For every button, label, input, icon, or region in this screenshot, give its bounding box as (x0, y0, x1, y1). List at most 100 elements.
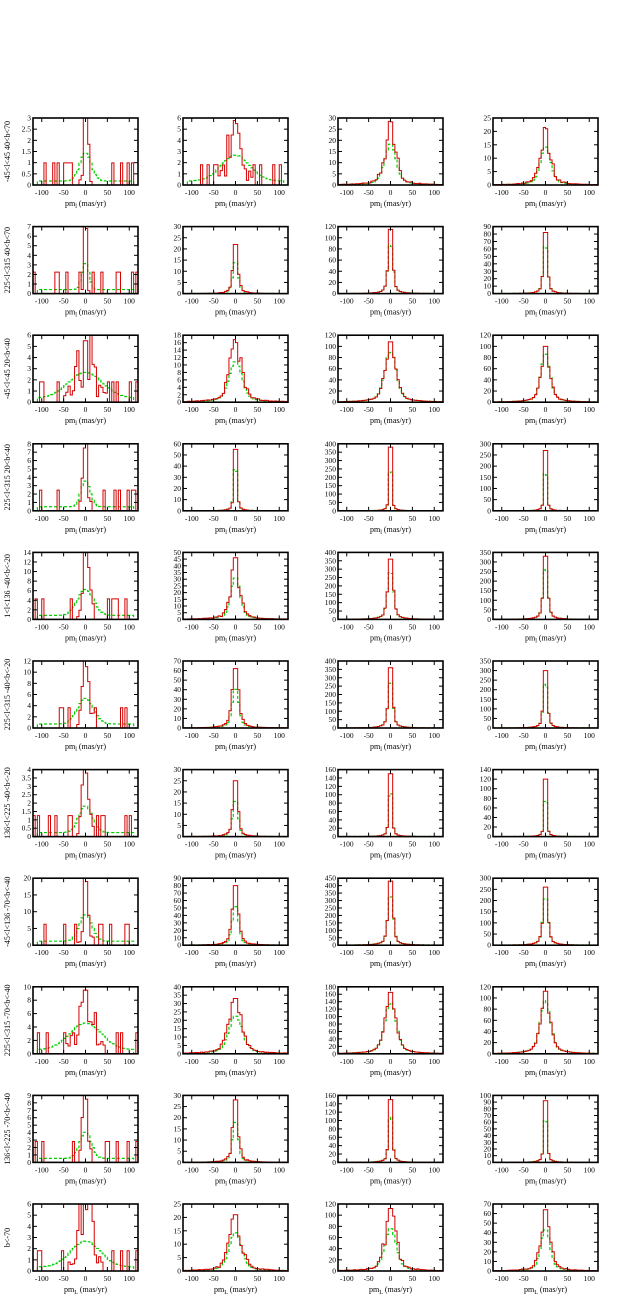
y-tick-label: 60 (329, 364, 337, 373)
y-tick-label: 5 (177, 278, 181, 287)
y-tick-label: 60 (484, 1016, 492, 1025)
histogram-series-primary (33, 877, 138, 946)
x-tick-label: 100 (274, 188, 286, 197)
x-tick-label: 50 (104, 188, 112, 197)
histogram-panel: 0 1 2 3 4 5 6 -100 -50 0 50 100 pml (mas/yr) (177, 114, 289, 210)
x-tick-label: -50 (209, 297, 219, 306)
y-tick-label: 70 (484, 1200, 492, 1209)
x-tick-label: -50 (519, 1057, 529, 1066)
x-tick-label: 100 (429, 1274, 441, 1283)
histogram-series-primary (33, 1094, 139, 1163)
x-tick-label: 50 (409, 514, 417, 523)
x-tick-label: 0 (389, 188, 393, 197)
y-tick-label: 0 (27, 615, 31, 624)
histogram-series-primary (182, 668, 289, 729)
x-axis-label: pml (mas/yr) (215, 959, 256, 970)
y-tick-label: 12 (174, 353, 182, 362)
y-tick-label: 300 (325, 456, 337, 465)
y-tick-label: 40 (484, 813, 492, 822)
y-tick-label: 40 (484, 1027, 492, 1036)
x-tick-label: 100 (429, 188, 441, 197)
y-tick-label: 100 (480, 993, 492, 1002)
y-tick-label: 100 (480, 918, 492, 927)
y-tick-label: 7 (27, 222, 31, 231)
y-tick-label: 20 (329, 1255, 337, 1264)
y-tick-label: 0 (332, 181, 336, 190)
y-tick-label: 10 (174, 714, 182, 723)
y-tick-label: 0 (487, 398, 491, 407)
y-tick-label: 50 (329, 607, 337, 616)
x-tick-label: 100 (124, 188, 136, 197)
histogram-series-secondary (33, 914, 138, 946)
y-tick-label: 50 (174, 903, 182, 912)
y-tick-label: 10 (329, 158, 337, 167)
histogram-series-primary (337, 991, 444, 1054)
x-axis-label: pml (mas/yr) (65, 1068, 106, 1079)
x-tick-label: 50 (104, 1165, 112, 1174)
x-tick-label: 100 (124, 1057, 136, 1066)
histogram-series-primary (337, 1099, 444, 1163)
x-tick-label: 100 (429, 405, 441, 414)
x-tick-label: -50 (209, 731, 219, 740)
y-tick-label: 400 (325, 657, 337, 666)
y-tick-label: 80 (484, 1104, 492, 1113)
histogram-panel: 0 5 10 15 20 25 -100 -50 0 50 100 pml (mas/yr) (484, 114, 599, 210)
x-tick-label: 100 (274, 622, 286, 631)
x-tick-label: 0 (84, 514, 88, 523)
y-tick-label: 2 (27, 270, 31, 279)
y-tick-label: 1 (27, 815, 31, 824)
y-tick-label: 0 (177, 832, 181, 841)
histogram-series-secondary (33, 1131, 138, 1163)
y-tick-label: 6 (27, 586, 31, 595)
histogram-panel: 0 5 10 15 20 25 30 -100 -50 0 50 100 pml (mas/yr) (174, 1091, 289, 1187)
row-label: 136<l<225 -70<b<-40 (3, 1093, 12, 1165)
y-tick-label: 20 (174, 1213, 182, 1222)
x-tick-label: 100 (584, 405, 596, 414)
plot-frame (337, 442, 444, 512)
y-tick-label: 12 (24, 557, 32, 566)
histogram-series-secondary (183, 154, 288, 186)
x-tick-label: -100 (185, 840, 199, 849)
histogram-series-secondary (492, 246, 599, 295)
x-tick-label: -100 (340, 731, 354, 740)
x-axis-label: pml (mas/yr) (525, 1176, 566, 1187)
histogram-series-secondary (492, 569, 599, 620)
y-tick-label: 25 (174, 1102, 182, 1111)
row-label: -45<l<45 20<b<40 (3, 338, 12, 399)
y-tick-label: 7 (27, 1106, 31, 1115)
x-tick-label: -50 (59, 622, 69, 631)
x-axis-label: pml (mas/yr) (215, 1176, 256, 1187)
histogram-panel: 0 20 40 60 80 100 120 -100 -50 0 50 100 pmL (mas/yr) (325, 1200, 444, 1296)
y-tick-label: 10 (174, 1033, 182, 1042)
x-tick-label: -50 (59, 297, 69, 306)
y-tick-label: 300 (325, 565, 337, 574)
y-tick-label: 20 (484, 823, 492, 832)
x-tick-label: 100 (274, 948, 286, 957)
plot-frame (182, 442, 289, 512)
y-tick-label: 1 (177, 169, 181, 178)
histogram-series-secondary (337, 681, 444, 729)
histogram-series-primary (492, 778, 599, 838)
histogram-series-secondary (337, 351, 444, 403)
histogram-series-primary (492, 886, 599, 946)
x-axis-label: pmL (mas/yr) (524, 1285, 567, 1296)
y-tick-label: 0 (332, 506, 336, 515)
y-tick-label: 8 (27, 577, 31, 586)
y-tick-label: 10 (174, 360, 182, 369)
x-tick-label: -100 (35, 1057, 49, 1066)
y-tick-label: 6 (27, 232, 31, 241)
x-tick-label: 0 (84, 188, 88, 197)
y-tick-label: 2 (27, 1244, 31, 1253)
x-tick-label: 50 (409, 297, 417, 306)
y-tick-label: 60 (329, 256, 337, 265)
x-tick-label: -100 (185, 731, 199, 740)
x-axis-label: pml (mas/yr) (65, 633, 106, 644)
y-tick-label: 0 (177, 1267, 181, 1276)
plot-frame (492, 877, 599, 947)
y-tick-label: 0 (332, 1158, 336, 1167)
y-tick-label: 50 (174, 676, 182, 685)
x-tick-label: 50 (254, 948, 262, 957)
x-tick-label: 100 (274, 405, 286, 414)
